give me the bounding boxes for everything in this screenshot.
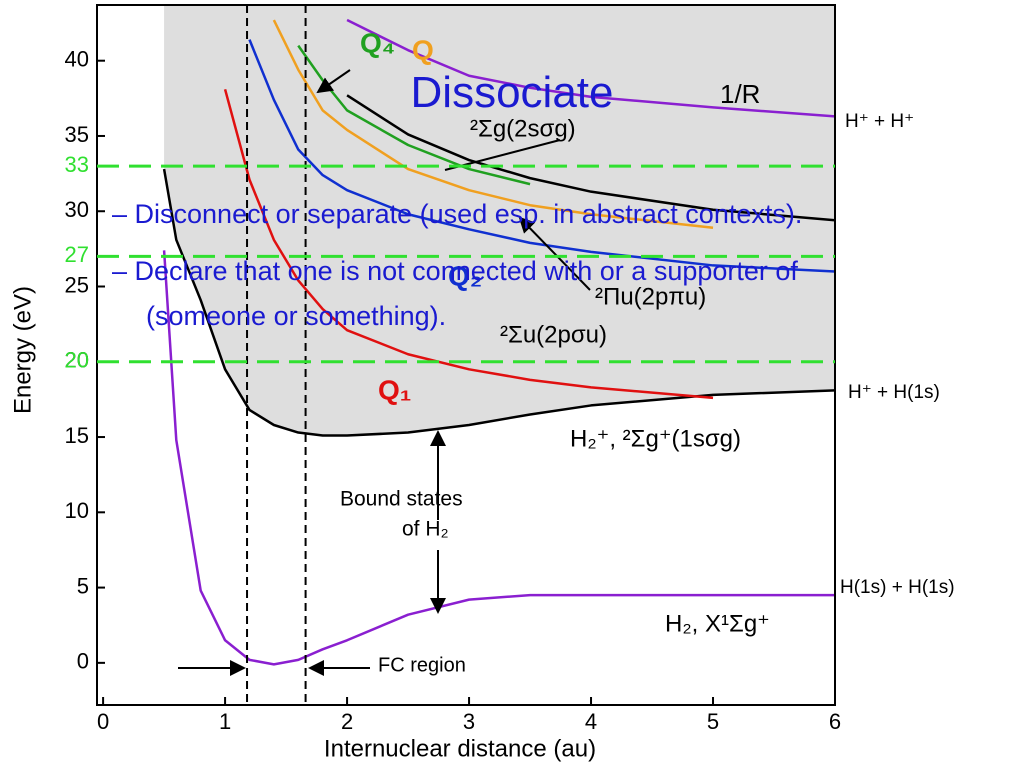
annotation: Q₂ <box>448 260 482 291</box>
y-tick-label: 25 <box>65 272 89 297</box>
y-tick-label: 35 <box>65 122 89 147</box>
annotation: Q₁ <box>378 374 411 405</box>
x-tick-label: 4 <box>585 709 597 734</box>
annotation: Q₄ <box>360 27 395 58</box>
frame <box>96 4 836 706</box>
x-axis-label: Internuclear distance (au) <box>324 735 596 762</box>
annotation: FC region <box>378 654 466 676</box>
reference-label: 33 <box>65 152 89 177</box>
curve <box>297 44 531 186</box>
bullet: – Disconnect or separate (used esp. in a… <box>112 199 803 229</box>
annotation: H₂⁺, ²Σg⁺(1sσg) <box>570 425 741 452</box>
y-tick-label: 10 <box>65 498 89 523</box>
slide-title: Dissociate <box>410 68 614 117</box>
y-tick-label: 5 <box>77 573 89 598</box>
bullet-list: – Disconnect or separate (used esp. in a… <box>112 192 882 351</box>
curve <box>248 39 835 273</box>
y-tick-label: 20 <box>65 348 89 373</box>
y-tick-label: 40 <box>65 47 89 72</box>
curve <box>223 88 714 400</box>
reference-label: 27 <box>65 242 89 267</box>
y-tick-label: 0 <box>77 649 89 674</box>
annotation: H⁺ + H⁺ <box>845 111 914 132</box>
x-tick-label: 5 <box>707 709 719 734</box>
y-tick-label: 15 <box>65 423 89 448</box>
annotation: Bound states <box>340 488 463 511</box>
x-tick-label: 1 <box>219 709 231 734</box>
y-tick-label: 30 <box>65 197 89 222</box>
annotation: ²Σg(2sσg) <box>470 115 576 142</box>
x-tick-label: 2 <box>341 709 353 734</box>
curve <box>162 168 835 437</box>
annotation: Q <box>412 34 434 65</box>
annotation: H(1s) + H(1s) <box>840 577 955 598</box>
x-tick-label: 6 <box>829 709 841 734</box>
annotation: ²Πu(2pπu) <box>595 283 706 310</box>
annotation: of H₂ <box>402 518 449 541</box>
annotation: 1/R <box>720 79 760 109</box>
curve <box>346 94 835 222</box>
x-tick-label: 0 <box>97 709 109 734</box>
shaded-area <box>164 5 835 436</box>
x-tick-label: 3 <box>463 709 475 734</box>
reference-label: 20 <box>65 348 89 373</box>
annotation: H₂, X¹Σg⁺ <box>665 610 770 637</box>
bullet: – Declare that one is not connected with… <box>112 256 798 331</box>
annotation: ²Σu(2pσu) <box>500 321 607 348</box>
y-axis-label: Energy (eV) <box>9 286 36 414</box>
curve <box>346 18 835 118</box>
plot-area <box>162 5 835 705</box>
annotation: H⁺ + H(1s) <box>848 382 940 403</box>
curve <box>162 250 835 666</box>
